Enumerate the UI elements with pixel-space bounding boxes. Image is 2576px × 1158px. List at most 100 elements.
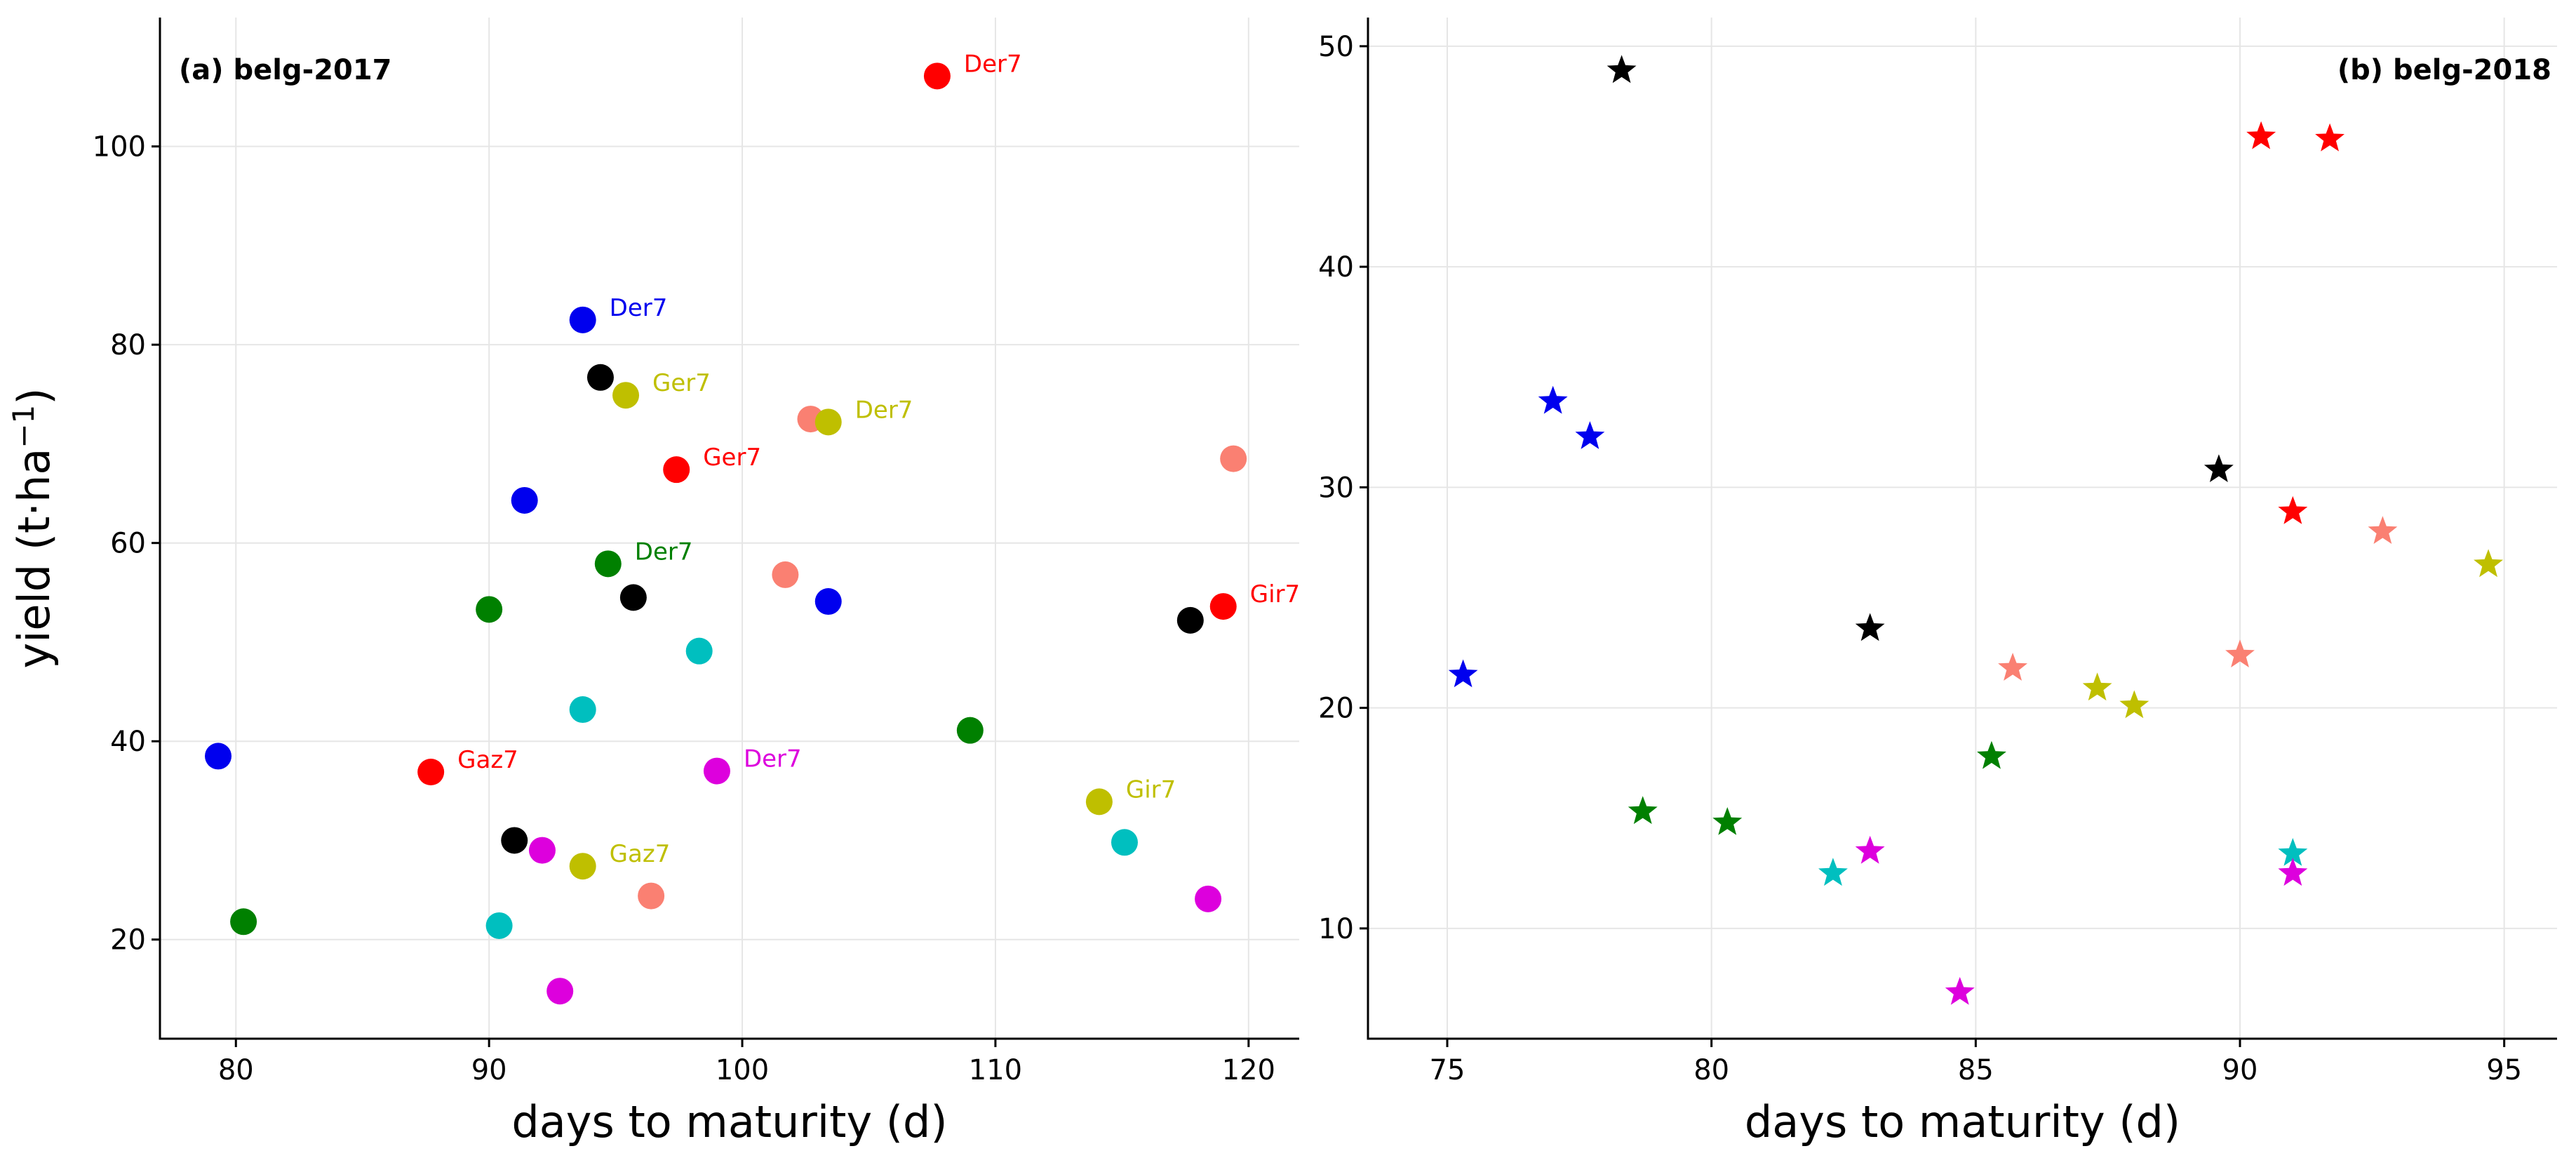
panel-b-title: (b) belg-2018 xyxy=(2337,54,2551,86)
data-point xyxy=(528,837,556,864)
point-annotation: Der7 xyxy=(744,745,802,773)
y-label-superscript: −1 xyxy=(6,405,41,448)
point-annotation: Der7 xyxy=(635,538,693,566)
x-tick-label: 85 xyxy=(1958,1054,1994,1086)
panel-a-y-ticks: 20 40 60 80 100 xyxy=(93,131,160,957)
point-annotation: Gaz7 xyxy=(457,746,518,774)
panel-b-x-ticks: 75 80 85 90 95 xyxy=(1430,1039,2522,1086)
panel-a-annotations: Gaz7 Der7 Gaz7 Der7 Ger7 Ger7 Der7 Der7 Der7 Gir7… xyxy=(457,50,1300,868)
x-tick-label: 90 xyxy=(2222,1054,2258,1086)
x-tick-label: 110 xyxy=(969,1054,1022,1086)
data-point-star xyxy=(1977,740,2006,769)
data-point-star xyxy=(2119,690,2149,719)
y-tick-label: 10 xyxy=(1318,913,1354,945)
data-point-star xyxy=(2203,454,2234,482)
data-point xyxy=(230,908,257,936)
panel-b-x-axis-label: days to maturity (d) xyxy=(1745,1096,2180,1147)
y-tick-label: 30 xyxy=(1318,472,1354,504)
data-point-star xyxy=(2225,639,2255,667)
x-tick-label: 95 xyxy=(2486,1054,2522,1086)
data-point xyxy=(1176,606,1204,634)
data-point xyxy=(1111,829,1138,856)
panel-a-axes-spines xyxy=(159,18,1299,1040)
panel-a-title: (a) belg-2017 xyxy=(179,54,392,86)
data-point xyxy=(923,62,951,90)
data-point xyxy=(485,912,513,939)
y-label-main: yield (t·ha xyxy=(8,448,60,669)
y-label-close: ) xyxy=(8,388,60,405)
data-point-star xyxy=(2082,672,2112,701)
data-point xyxy=(1220,445,1247,472)
x-tick-label: 80 xyxy=(1693,1054,1729,1086)
data-point xyxy=(569,306,596,333)
data-point-star xyxy=(2474,549,2503,578)
panel-a-y-axis-label: yield (t·ha−1) xyxy=(6,388,60,669)
data-point xyxy=(417,759,445,786)
x-tick-label: 90 xyxy=(471,1054,507,1086)
data-point-star xyxy=(1448,659,1478,688)
data-point-star xyxy=(2278,858,2308,886)
x-tick-label: 100 xyxy=(716,1054,769,1086)
data-point-star xyxy=(1575,421,1605,449)
panel-b-points xyxy=(1448,55,2503,1005)
panel-a-belg-2017: Gaz7 Der7 Gaz7 Der7 Ger7 Ger7 Der7 Der7 Der7 Gir7… xyxy=(6,18,1300,1147)
data-point xyxy=(511,486,538,514)
data-point xyxy=(501,827,528,854)
panel-a-x-axis-label: days to maturity (d) xyxy=(511,1096,947,1147)
point-annotation: Gir7 xyxy=(1250,580,1300,608)
data-point-star xyxy=(2278,495,2308,524)
panel-a-points xyxy=(205,62,1247,1005)
point-annotation: Gir7 xyxy=(1126,776,1176,804)
y-tick-label: 80 xyxy=(110,329,146,361)
point-annotation: Gaz7 xyxy=(610,840,671,868)
data-point-star xyxy=(1712,807,1743,835)
data-point xyxy=(1195,885,1222,912)
x-tick-label: 75 xyxy=(1430,1054,1465,1086)
y-tick-label: 20 xyxy=(110,924,146,957)
y-tick-label: 40 xyxy=(1318,251,1354,284)
data-point xyxy=(663,456,690,484)
data-point xyxy=(612,382,640,409)
point-annotation: Der7 xyxy=(855,396,913,424)
point-annotation: Ger7 xyxy=(703,444,761,472)
data-point xyxy=(814,588,842,615)
y-tick-label: 20 xyxy=(1318,693,1354,725)
data-point xyxy=(586,364,614,391)
y-tick-label: 60 xyxy=(110,528,146,560)
data-point xyxy=(569,853,596,880)
panel-b-axes-spines xyxy=(1367,18,2557,1040)
data-point xyxy=(205,743,232,770)
data-point xyxy=(1085,788,1113,816)
panel-b-belg-2018: 75 80 85 90 95 10 20 30 40 50 (b) belg-2018 days… xyxy=(1318,18,2557,1147)
data-point-star xyxy=(2278,838,2308,866)
point-annotation: Der7 xyxy=(610,294,668,322)
x-tick-label: 80 xyxy=(218,1054,254,1086)
data-point xyxy=(569,696,596,724)
data-point-star xyxy=(1945,977,1975,1005)
point-annotation: Ger7 xyxy=(652,369,711,397)
panel-a-x-ticks: 80 90 100 110 120 xyxy=(218,1039,1275,1086)
point-annotation: Der7 xyxy=(964,50,1022,78)
data-point-star xyxy=(1998,653,2027,681)
data-point xyxy=(1209,593,1237,620)
data-point xyxy=(703,757,730,785)
y-tick-label: 40 xyxy=(110,726,146,758)
data-point xyxy=(956,717,984,744)
data-point-star xyxy=(1855,835,1885,864)
data-point-star xyxy=(1818,858,1848,886)
data-point-star xyxy=(1606,55,1637,84)
x-tick-label: 120 xyxy=(1222,1054,1275,1086)
y-tick-label: 50 xyxy=(1318,31,1354,63)
y-tick-label: 100 xyxy=(93,131,146,164)
data-point xyxy=(619,584,647,611)
data-point-star xyxy=(2246,121,2276,149)
data-point xyxy=(476,596,503,623)
data-point-star xyxy=(2368,516,2398,544)
data-point xyxy=(685,637,713,665)
panel-b-gridlines xyxy=(1368,18,2557,1039)
data-point xyxy=(772,561,799,588)
data-point xyxy=(546,978,574,1005)
panel-a-gridlines xyxy=(160,18,1299,1039)
panel-b-y-ticks: 10 20 30 40 50 xyxy=(1318,31,1368,945)
